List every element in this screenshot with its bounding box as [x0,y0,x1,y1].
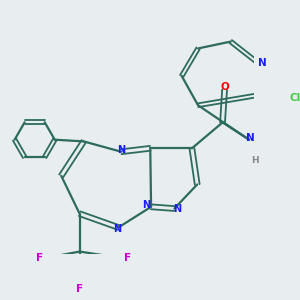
Text: H: H [251,156,259,165]
Text: N: N [173,203,181,214]
Text: N: N [142,200,150,211]
Text: N: N [258,58,267,68]
Text: F: F [124,254,131,263]
Text: F: F [36,254,43,263]
Text: N: N [117,146,125,155]
Text: O: O [220,82,229,92]
Text: Cl: Cl [289,93,300,103]
Text: F: F [76,284,83,294]
Text: N: N [246,133,255,142]
Text: N: N [113,224,121,234]
